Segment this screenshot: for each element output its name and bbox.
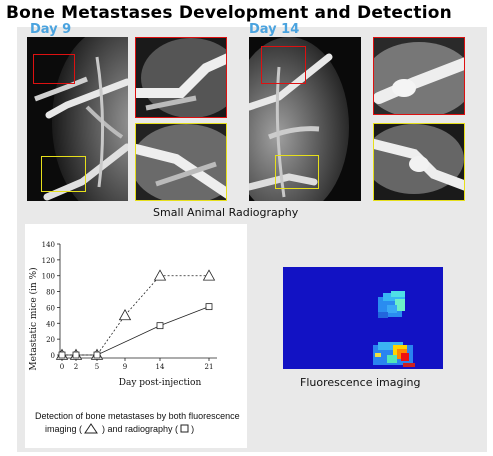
y-tick-label: 120 (42, 257, 55, 265)
page-title: Bone Metastases Development and Detectio… (6, 3, 452, 23)
fluorescence-image (283, 267, 443, 369)
chart-note-line1: Detection of bone metastases by both flu… (35, 411, 240, 421)
day9-zoom-red (135, 37, 227, 118)
chart-note-text-a: imaging ( (45, 423, 83, 434)
triangle-point (118, 309, 132, 321)
chart-note-line2: imaging ( ) and radiography ( ) (45, 423, 194, 434)
square-point (205, 303, 213, 311)
chart-panel: 0 20 40 60 80 100 120 140 0 2 5 9 14 21 Metastatic m… (25, 224, 247, 448)
triangle-point (202, 269, 216, 281)
day14-highlight-red (261, 46, 306, 84)
x-tick-label: 21 (205, 363, 214, 371)
square-point (58, 351, 66, 359)
y-tick-labels: 0 20 40 60 80 100 120 140 (42, 241, 60, 360)
x-tick-label: 5 (95, 363, 99, 371)
y-axis-label: Metastatic mice (in %) (28, 267, 39, 370)
day9-zoom-yellow (135, 123, 227, 201)
x-tick-labels: 0 2 5 9 14 21 (60, 358, 214, 371)
square-legend-icon (180, 424, 189, 433)
y-tick-label: 40 (46, 320, 55, 328)
y-tick-label: 100 (42, 273, 55, 281)
y-tick-label: 20 (46, 336, 55, 344)
chart-note-text-c: ) (191, 423, 195, 434)
y-tick-label: 140 (42, 241, 55, 249)
square-point (93, 351, 101, 359)
day9-highlight-red (33, 54, 75, 84)
day-14-label: Day 14 (249, 22, 300, 37)
y-tick-label: 60 (46, 304, 55, 312)
day14-zoom-yellow (373, 123, 465, 201)
day9-highlight-yellow (41, 156, 86, 192)
y-tick-label: 80 (46, 289, 55, 297)
day9-radiograph (27, 37, 128, 201)
day14-zoom-red (373, 37, 465, 115)
radiography-caption: Small Animal Radiography (153, 206, 299, 219)
metastasis-chart: 0 20 40 60 80 100 120 140 0 2 5 9 14 21 Metastatic m… (28, 241, 217, 388)
x-tick-label: 0 (60, 363, 64, 371)
x-tick-label: 9 (123, 363, 127, 371)
square-point (156, 322, 164, 330)
triangle-point (153, 269, 167, 281)
chart-axes (57, 244, 217, 359)
x-tick-label: 14 (156, 363, 165, 371)
square-series-line (62, 306, 210, 356)
x-axis-label: Day post-injection (119, 378, 202, 388)
x-tick-label: 2 (74, 363, 78, 371)
y-tick-label: 0 (51, 352, 55, 360)
triangle-legend-icon (84, 423, 98, 434)
day-9-label: Day 9 (30, 22, 72, 37)
fluorescence-caption: Fluorescence imaging (300, 376, 421, 389)
square-point (72, 351, 80, 359)
day14-highlight-yellow (275, 155, 319, 189)
chart-series (55, 269, 216, 360)
triangle-series-line (62, 275, 209, 356)
chart-note-text-b: ) and radiography ( (102, 423, 179, 434)
